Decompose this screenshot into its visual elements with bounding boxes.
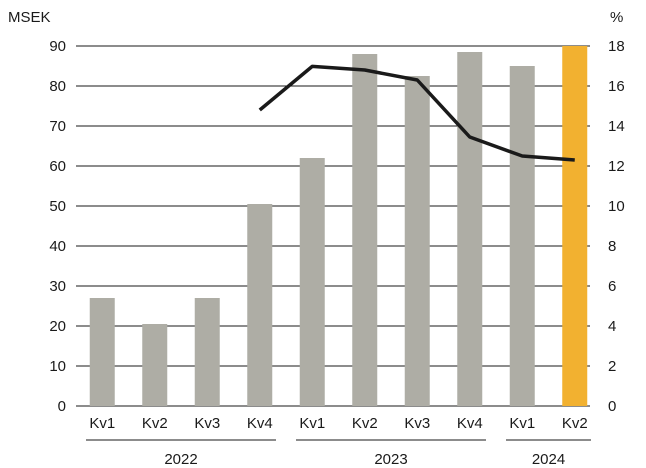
- group-label: 2023: [374, 451, 407, 468]
- left-tick-label: 80: [49, 78, 66, 95]
- x-tick-label: Kv4: [457, 415, 483, 432]
- left-tick-label: 60: [49, 158, 66, 175]
- bar-series: [89, 46, 588, 406]
- bar: [404, 76, 430, 406]
- left-tick-label: 30: [49, 278, 66, 295]
- right-tick-label: 10: [608, 198, 625, 215]
- x-tick-label: Kv1: [89, 415, 115, 432]
- group-label: 2024: [532, 451, 565, 468]
- left-tick-label: 10: [49, 358, 66, 375]
- left-tick-label: 90: [49, 38, 66, 55]
- right-tick-label: 2: [608, 358, 616, 375]
- bar: [457, 52, 483, 406]
- bar: [299, 158, 325, 406]
- right-tick-label: 0: [608, 398, 616, 415]
- x-tick-label: Kv3: [194, 415, 220, 432]
- left-axis: 0 10 20 30 40 50 60 70 80 90: [49, 38, 66, 415]
- group-label: 2022: [164, 451, 197, 468]
- right-tick-label: 16: [608, 78, 625, 95]
- left-tick-label: 40: [49, 238, 66, 255]
- x-tick-label: Kv1: [509, 415, 535, 432]
- x-tick-label: Kv2: [562, 415, 588, 432]
- line-series: [258, 64, 575, 162]
- right-tick-label: 18: [608, 38, 625, 55]
- right-tick-label: 8: [608, 238, 616, 255]
- bar: [89, 298, 115, 406]
- left-tick-label: 20: [49, 318, 66, 335]
- x-tick-label: Kv1: [299, 415, 325, 432]
- bar: [194, 298, 220, 406]
- bar: [352, 54, 378, 406]
- left-axis-title: MSEK: [8, 9, 51, 26]
- bar: [247, 204, 273, 406]
- right-axis: 0 2 4 6 8 10 12 14 16 18: [608, 38, 625, 415]
- x-axis: Kv1 Kv2 Kv3 Kv4 Kv1 Kv2 Kv3 Kv4 Kv1 Kv2 2022 2023 20…: [86, 415, 591, 468]
- right-tick-label: 4: [608, 318, 616, 335]
- right-tick-label: 12: [608, 158, 625, 175]
- bar: [562, 46, 588, 406]
- bar: [509, 66, 535, 406]
- left-tick-label: 70: [49, 118, 66, 135]
- right-tick-label: 6: [608, 278, 616, 295]
- bar: [142, 324, 168, 406]
- left-tick-label: 0: [58, 398, 66, 415]
- x-tick-label: Kv2: [142, 415, 168, 432]
- left-tick-label: 50: [49, 198, 66, 215]
- right-axis-title: %: [610, 9, 623, 26]
- x-tick-label: Kv4: [247, 415, 273, 432]
- x-tick-label: Kv2: [352, 415, 378, 432]
- x-tick-label: Kv3: [404, 415, 430, 432]
- line-series-path: [258, 64, 575, 162]
- right-tick-label: 14: [608, 118, 625, 135]
